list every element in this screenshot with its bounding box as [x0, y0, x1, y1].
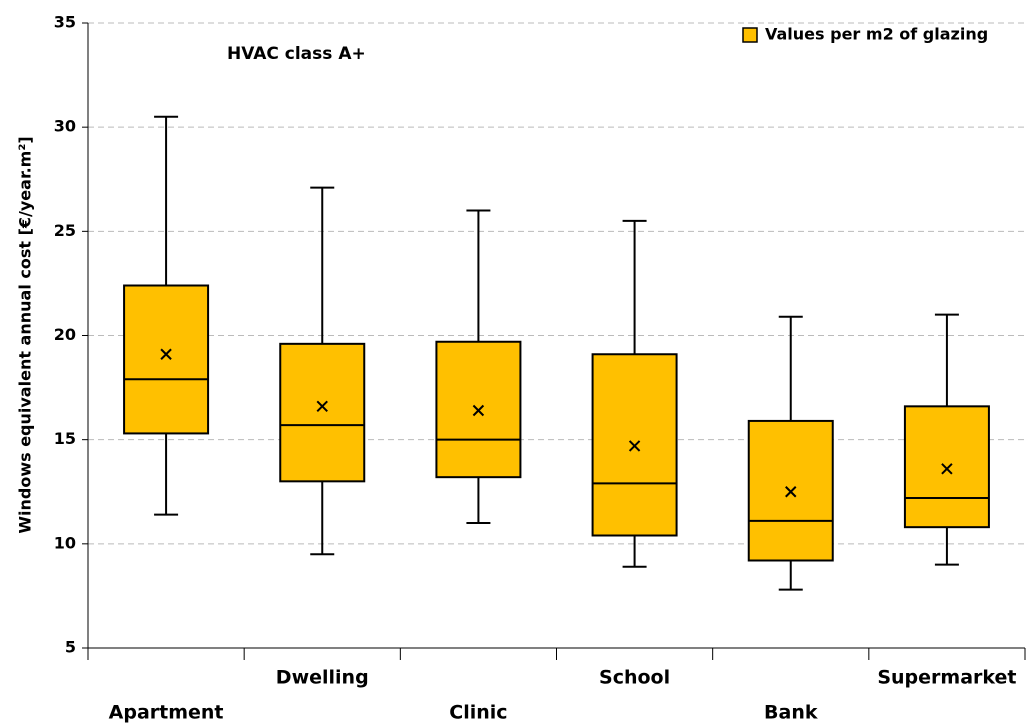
mean-marker [316, 400, 328, 413]
y-tick-label: 20 [54, 325, 76, 344]
x-tick-label: Dwelling [276, 667, 369, 689]
y-tick-label: 35 [54, 13, 76, 32]
x-tick-label: Bank [764, 702, 818, 724]
mean-marker [785, 486, 797, 498]
y-axis-label: Windows equivalent annual cost [€/year.m… [16, 136, 35, 533]
y-tick-label: 30 [54, 117, 76, 136]
x-tick-label: Clinic [449, 702, 507, 724]
legend-swatch [742, 27, 758, 43]
mean-marker [472, 404, 485, 417]
y-tick-label: 10 [54, 533, 76, 552]
legend-label: Values per m2 of glazing [765, 25, 988, 44]
box [279, 342, 366, 483]
box [123, 284, 210, 435]
x-tick-label: Apartment [109, 702, 224, 724]
mean-marker [941, 463, 953, 475]
box [591, 353, 678, 537]
x-tick-label: Supermarket [877, 667, 1016, 689]
mean-marker [160, 348, 172, 360]
annotation: HVAC class A+ [227, 44, 366, 64]
x-tick-label: School [599, 667, 670, 689]
mean-marker [628, 440, 641, 452]
y-tick-label: 15 [54, 429, 76, 448]
y-tick-label: 5 [65, 638, 76, 657]
y-tick-label: 25 [54, 221, 76, 240]
box [903, 405, 990, 529]
